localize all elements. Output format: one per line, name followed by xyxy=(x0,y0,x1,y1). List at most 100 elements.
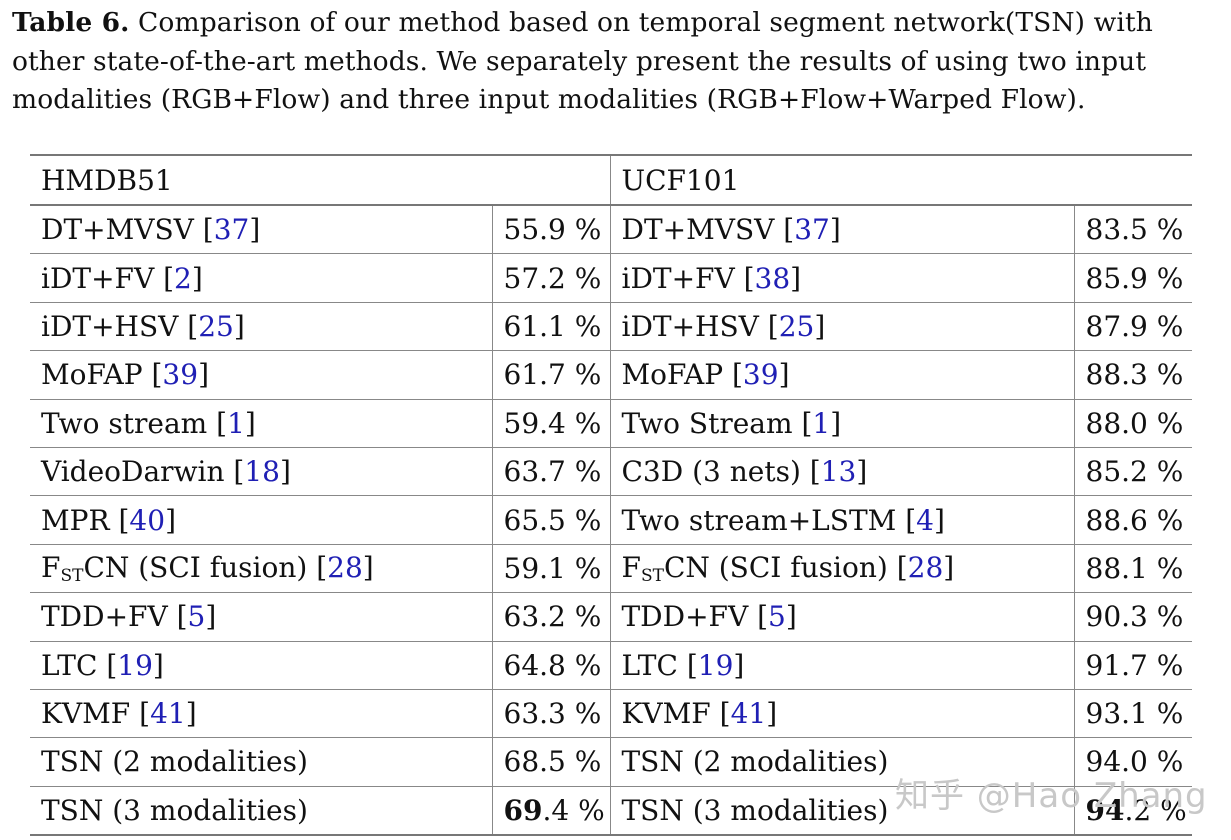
citation-link[interactable]: 19 xyxy=(697,648,734,682)
citation-link[interactable]: 18 xyxy=(244,455,280,489)
citation-link[interactable]: 5 xyxy=(768,600,786,634)
ucf-method-cell: KVMF [41] xyxy=(609,689,1074,739)
citation-link[interactable]: 13 xyxy=(820,455,857,489)
citation-link[interactable]: 25 xyxy=(778,309,815,343)
table-row: Two stream [1] 59.4 % Two Stream [1] 88.0 % xyxy=(30,399,1192,448)
method-name: F xyxy=(621,550,641,584)
accuracy-fraction: .4 % xyxy=(542,793,605,827)
citation-link[interactable]: 2 xyxy=(174,261,192,295)
ucf-accuracy-cell: 90.3 % xyxy=(1073,592,1192,642)
hmdb-method-cell: DT+MVSV [37] xyxy=(30,205,492,255)
method-name: Two stream xyxy=(41,406,208,440)
hmdb-method-cell: MPR [40] xyxy=(30,495,492,545)
comparison-table: HMDB51 UCF101 DT+MVSV [37] 55.9 % DT+MVSV … xyxy=(30,154,1192,837)
table-row: LTC [19] 64.8 % LTC [19] 91.7 % xyxy=(30,641,1192,690)
ucf-method-cell: MoFAP [39] xyxy=(609,350,1074,400)
ucf-method-cell: TSN (3 modalities) xyxy=(609,786,1074,837)
citation-link[interactable]: 19 xyxy=(117,648,153,682)
ucf-accuracy-cell: 83.5 % xyxy=(1073,205,1192,255)
hmdb-accuracy-cell: 69.4 % xyxy=(491,786,610,837)
ucf-method-cell: TDD+FV [5] xyxy=(609,592,1074,642)
ucf-method-cell: C3D (3 nets) [13] xyxy=(609,447,1074,497)
ucf-accuracy-cell: 88.1 % xyxy=(1073,544,1192,594)
hmdb-accuracy-cell: 63.3 % xyxy=(491,689,610,739)
caption-label: Table 6. xyxy=(12,7,130,38)
citation-link[interactable]: 5 xyxy=(187,600,206,634)
method-name: TDD+FV xyxy=(621,600,749,634)
citation-link[interactable]: 39 xyxy=(162,358,199,392)
hmdb-accuracy-cell: 63.7 % xyxy=(491,447,610,497)
hmdb-method-cell: LTC [19] xyxy=(30,641,492,690)
method-name: TSN (2 modalities) xyxy=(41,745,308,779)
ucf-accuracy-cell: 88.6 % xyxy=(1073,495,1192,545)
hmdb-accuracy-cell: 59.4 % xyxy=(491,399,610,448)
method-name: C3D (3 nets) xyxy=(621,455,801,489)
hmdb-method-cell: iDT+FV [2] xyxy=(30,253,492,303)
hmdb-accuracy-cell: 59.1 % xyxy=(491,544,610,594)
caption-text: Comparison of our method based on tempor… xyxy=(12,7,1153,115)
table-row: FSTCN (SCI fusion) [28] 59.1 % FSTCN (SCI … xyxy=(30,544,1192,594)
table-row: iDT+HSV [25] 61.1 % iDT+HSV [25] 87.9 % xyxy=(30,302,1192,352)
method-name: KVMF xyxy=(621,697,711,731)
accuracy-bold: 69 xyxy=(503,793,543,827)
ucf-method-cell: LTC [19] xyxy=(609,641,1074,690)
citation-link[interactable]: 4 xyxy=(916,503,934,537)
hmdb-accuracy-cell: 64.8 % xyxy=(491,641,610,690)
ucf-accuracy-cell: 87.9 % xyxy=(1073,302,1192,352)
method-name: TSN (2 modalities) xyxy=(621,745,889,779)
method-name-rest: CN (SCI fusion) xyxy=(663,550,888,584)
ucf-accuracy-cell: 85.9 % xyxy=(1073,253,1192,303)
hmdb-accuracy-cell: 63.2 % xyxy=(491,592,610,642)
method-name: iDT+FV xyxy=(621,261,735,295)
ucf-method-cell: Two stream+LSTM [4] xyxy=(609,495,1074,545)
citation-link[interactable]: 1 xyxy=(227,406,245,440)
ucf-method-cell: FSTCN (SCI fusion) [28] xyxy=(609,544,1074,594)
method-subscript: ST xyxy=(640,565,664,586)
method-name: DT+MVSV xyxy=(621,213,775,247)
hmdb-accuracy-cell: 57.2 % xyxy=(491,253,610,303)
method-name: MPR xyxy=(41,503,110,537)
citation-link[interactable]: 39 xyxy=(742,358,779,392)
hmdb-method-cell: MoFAP [39] xyxy=(30,350,492,400)
citation-link[interactable]: 28 xyxy=(327,550,363,584)
citation-link[interactable]: 41 xyxy=(730,697,767,731)
ucf-method-cell: Two Stream [1] xyxy=(609,399,1074,448)
hmdb-method-cell: VideoDarwin [18] xyxy=(30,447,492,497)
hmdb-method-cell: FSTCN (SCI fusion) [28] xyxy=(30,544,492,594)
hmdb51-header: HMDB51 xyxy=(30,154,610,206)
hmdb-accuracy-cell: 68.5 % xyxy=(491,737,610,787)
table-row: KVMF [41] 63.3 % KVMF [41] 93.1 % xyxy=(30,689,1192,739)
method-name: TDD+FV xyxy=(41,600,168,634)
citation-link[interactable]: 37 xyxy=(213,213,250,247)
ucf-method-cell: DT+MVSV [37] xyxy=(609,205,1074,255)
method-name: DT+MVSV xyxy=(41,213,194,247)
hmdb-accuracy-cell: 65.5 % xyxy=(491,495,610,545)
method-name: TSN (3 modalities) xyxy=(41,793,308,827)
table-row: TSN (2 modalities) 68.5 % TSN (2 modalitie… xyxy=(30,737,1192,787)
ucf-accuracy-cell: 94.0 % xyxy=(1073,737,1192,787)
method-name: MoFAP xyxy=(621,358,724,392)
citation-link[interactable]: 1 xyxy=(812,406,831,440)
citation-link[interactable]: 28 xyxy=(907,550,944,584)
citation-link[interactable]: 40 xyxy=(129,503,166,537)
citation-link[interactable]: 25 xyxy=(198,309,234,343)
ucf-accuracy-cell: 88.0 % xyxy=(1073,399,1192,448)
citation-link[interactable]: 41 xyxy=(150,697,186,731)
table-caption: Table 6. Comparison of our method based … xyxy=(12,4,1217,120)
table-header-row: HMDB51 UCF101 xyxy=(30,154,1192,206)
method-name: iDT+FV xyxy=(41,261,155,295)
citation-link[interactable]: 37 xyxy=(794,213,830,247)
method-name: KVMF xyxy=(41,697,131,731)
method-name: MoFAP xyxy=(41,358,143,392)
watermark: 知乎 @Hao Zhang xyxy=(895,776,1208,816)
table-row: MoFAP [39] 61.7 % MoFAP [39] 88.3 % xyxy=(30,350,1192,400)
method-name-rest: CN (SCI fusion) xyxy=(83,550,308,584)
method-name: iDT+HSV xyxy=(621,309,759,343)
method-name: F xyxy=(41,550,61,584)
hmdb-accuracy-cell: 61.1 % xyxy=(491,302,610,352)
method-name: LTC xyxy=(41,648,98,682)
ucf-accuracy-cell: 93.1 % xyxy=(1073,689,1192,739)
hmdb-accuracy-cell: 55.9 % xyxy=(491,205,610,255)
ucf-accuracy-cell: 85.2 % xyxy=(1073,447,1192,497)
citation-link[interactable]: 38 xyxy=(754,261,791,295)
